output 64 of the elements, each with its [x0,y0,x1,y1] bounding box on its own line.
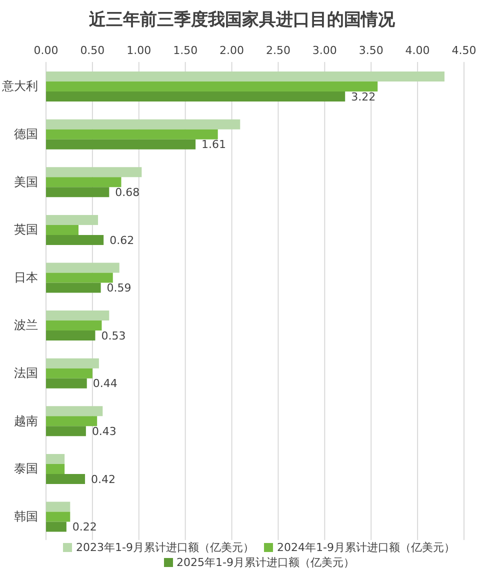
x-tick-label: 3.00 [312,44,337,57]
bar [46,522,66,532]
bar [46,320,102,331]
bar [46,426,86,436]
bar [46,416,98,426]
data-label: 0.59 [106,282,132,295]
data-label: 0.42 [91,472,116,486]
legend-label: 2024年1-9月累计进口额（亿美元） [277,541,455,554]
x-tick-label: 1.00 [126,44,152,57]
bar [46,454,65,464]
bar [46,282,101,293]
bar [46,502,70,512]
legend-label: 2023年1-9月累计进口额（亿美元） [76,541,254,554]
bar [46,378,87,388]
bar [46,464,65,474]
bar [46,474,86,484]
x-tick-label: 4.00 [405,44,430,57]
bar [46,368,92,378]
data-label: 0.53 [101,329,126,342]
y-tick-label: 法国 [14,366,38,380]
data-label: 3.22 [351,90,376,104]
y-tick-label: 英国 [14,222,38,237]
legend-label: 2025年1-9月累计进口额（亿美元） [176,556,354,569]
x-tick-label: 2.50 [266,44,290,57]
bar [46,406,103,416]
y-tick-label: 意大利 [1,79,38,94]
data-label: 0.44 [92,377,118,390]
bar [46,119,240,130]
chart-title: 近三年前三季度我国家具进口目的国情况 [88,9,396,32]
bar [46,358,99,368]
data-label: 0.62 [110,234,134,247]
y-tick-label: 韩国 [14,509,38,524]
bar [46,224,79,235]
bar [46,92,346,102]
data-label: 1.61 [202,138,226,152]
bar [46,214,98,225]
data-label: 0.22 [72,520,97,534]
bar [46,187,110,198]
data-label: 0.43 [92,425,116,438]
x-tick-label: 3.50 [358,44,384,57]
bar [46,330,96,341]
bar [46,177,122,188]
bar [46,72,444,82]
y-tick-label: 德国 [14,126,38,141]
x-tick-label: 0.00 [34,44,58,57]
x-tick-label: 4.50 [452,44,476,57]
y-tick-label: 日本 [14,270,38,284]
y-tick-label: 波兰 [14,318,38,332]
bar [46,129,218,140]
bar [46,139,196,150]
y-tick-label: 美国 [14,174,38,189]
bar [46,234,104,245]
bar [46,512,70,522]
x-tick-label: 2.00 [220,44,244,57]
x-tick-label: 1.50 [173,44,198,57]
y-tick-label: 越南 [14,414,38,428]
bar [46,262,120,273]
bar [46,82,378,92]
data-label: 0.68 [115,186,140,200]
bar [46,167,142,178]
bar [46,310,110,321]
bar [46,272,113,283]
x-tick-label: 0.50 [80,44,105,57]
y-tick-label: 泰国 [14,462,38,476]
